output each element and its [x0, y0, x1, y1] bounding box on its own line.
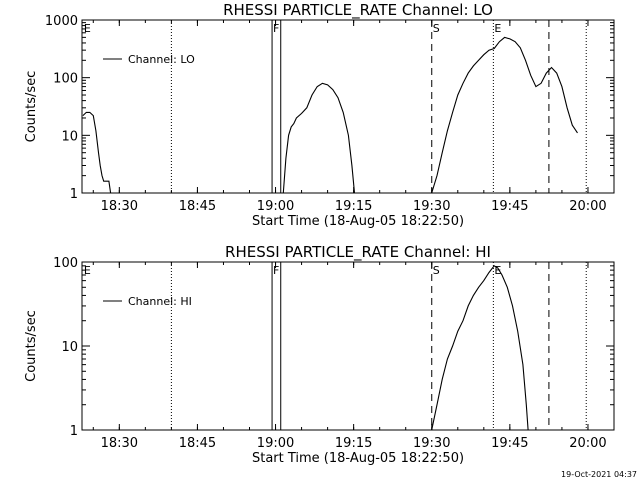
hi-channel-panel: RHESSI PARTICLE_RATE Channel: HI 18:30 18:…	[24, 243, 615, 466]
event-marker-label: E	[84, 22, 91, 35]
event-marker-label: E	[84, 264, 91, 277]
y-tick-label: 100	[53, 72, 78, 87]
x-axis-label: Start Time (18-Aug-05 18:22:50)	[252, 214, 464, 229]
data-series-line	[82, 111, 112, 194]
event-marker-label: E	[494, 22, 501, 35]
data-series-line	[431, 36, 578, 194]
x-tick-label: 19:15	[335, 199, 372, 214]
y-tick-label: 10	[61, 129, 78, 144]
lo-channel-panel: RHESSI PARTICLE_RATE Channel: LO 18:30 18:…	[24, 1, 615, 229]
event-marker-label: S	[433, 22, 440, 35]
y-axis-label: Counts/sec	[24, 71, 39, 143]
y-tick-label: 100	[53, 256, 78, 271]
y-tick-label: 10	[61, 340, 78, 355]
data-series-line	[431, 265, 529, 431]
y-axis-label: Counts/sec	[24, 310, 39, 382]
chart-title: RHESSI PARTICLE_RATE Channel: HI	[225, 243, 491, 262]
plot-frame	[81, 261, 615, 431]
y-tick-label: 1	[70, 187, 78, 202]
event-marker-label: F	[273, 22, 279, 35]
data-series-line	[282, 82, 356, 194]
x-tick-label: 19:00	[257, 436, 294, 451]
x-tick-label: 19:45	[491, 199, 528, 214]
x-axis-label: Start Time (18-Aug-05 18:22:50)	[252, 451, 464, 466]
x-tick-label: 20:00	[569, 199, 606, 214]
x-tick-label: 19:30	[413, 199, 450, 214]
event-marker-label: E	[494, 264, 501, 277]
event-marker-label: S	[433, 264, 440, 277]
x-tick-label: 18:45	[179, 436, 216, 451]
x-tick-label: 19:30	[413, 436, 450, 451]
x-tick-label: 18:45	[179, 199, 216, 214]
plot-frame	[81, 19, 615, 194]
x-tick-label: 18:30	[101, 436, 138, 451]
legend-label: Channel: LO	[128, 53, 195, 66]
legend-label: Channel: HI	[128, 295, 192, 308]
y-tick-label: 1000	[45, 14, 78, 29]
event-marker-label: F	[273, 264, 279, 277]
x-tick-label: 19:45	[491, 436, 528, 451]
footer-timestamp: 19-Oct-2021 04:37	[561, 470, 637, 479]
y-tick-label: 1	[70, 424, 78, 439]
x-tick-label: 20:00	[569, 436, 606, 451]
chart-title: RHESSI PARTICLE_RATE Channel: LO	[223, 1, 493, 20]
x-tick-label: 19:15	[335, 436, 372, 451]
x-tick-label: 18:30	[101, 199, 138, 214]
x-tick-label: 19:00	[257, 199, 294, 214]
